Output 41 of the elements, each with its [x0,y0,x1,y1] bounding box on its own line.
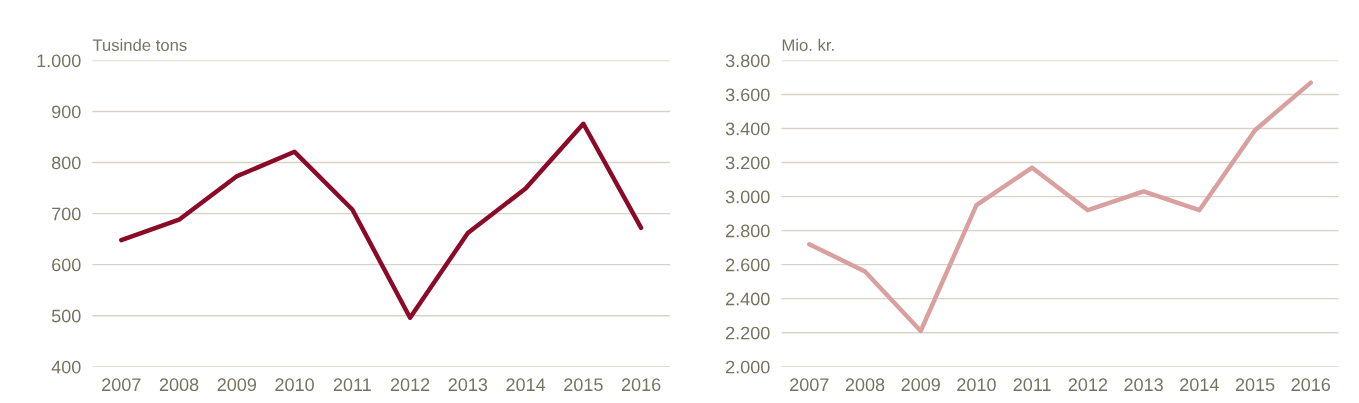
x-tick-label: 2012 [1068,378,1108,392]
x-tick-label: 2014 [506,378,546,392]
y-tick-label: 3.800 [725,54,770,68]
y-tick-label: 2.600 [726,258,770,272]
x-tick-label: 2008 [159,378,199,392]
y-tick-label: 1.000 [37,54,81,68]
x-tick-label: 2009 [217,378,257,392]
y-tick-label: 600 [52,258,81,272]
line-series [119,121,644,320]
y-tick-label: 500 [51,309,81,323]
y-tick-label: 700 [52,207,81,221]
x-tick-label: 2012 [390,378,430,392]
x-tick-label: 2007 [102,378,141,392]
y-axis-title: Tusinde tons [92,38,187,52]
y-tick-label: 2.400 [726,292,770,306]
y-tick-label: 800 [51,156,81,170]
y-tick-label: 2.800 [726,224,770,238]
y-axis-title: Mio. kr. [782,38,834,52]
x-tick-label: 2016 [1291,378,1331,392]
y-tick-label: 3.000 [725,190,770,204]
x-tick-label: 2011 [333,378,371,392]
x-tick-label: 2016 [621,378,661,392]
x-tick-label: 2011 [1013,378,1051,392]
y-tick-label: 400 [51,360,81,374]
x-tick-label: 2010 [275,378,314,392]
y-tick-label: 900 [52,105,81,119]
x-tick-label: 2008 [845,378,885,392]
y-tick-label: 2.000 [726,360,770,374]
y-tick-label: 3.400 [725,122,770,136]
x-tick-label: 2007 [790,378,829,392]
x-tick-label: 2015 [564,378,603,392]
x-tick-label: 2013 [448,378,488,392]
x-tick-label: 2015 [1235,378,1275,392]
x-tick-label: 2014 [1180,378,1219,392]
x-tick-label: 2010 [957,378,996,392]
x-tick-label: 2009 [901,378,940,392]
y-tick-label: 3.600 [725,88,770,102]
x-tick-label: 2013 [1124,378,1163,392]
y-tick-label: 2.200 [726,326,770,340]
line-series [807,80,1313,334]
y-tick-label: 3.200 [725,156,770,170]
